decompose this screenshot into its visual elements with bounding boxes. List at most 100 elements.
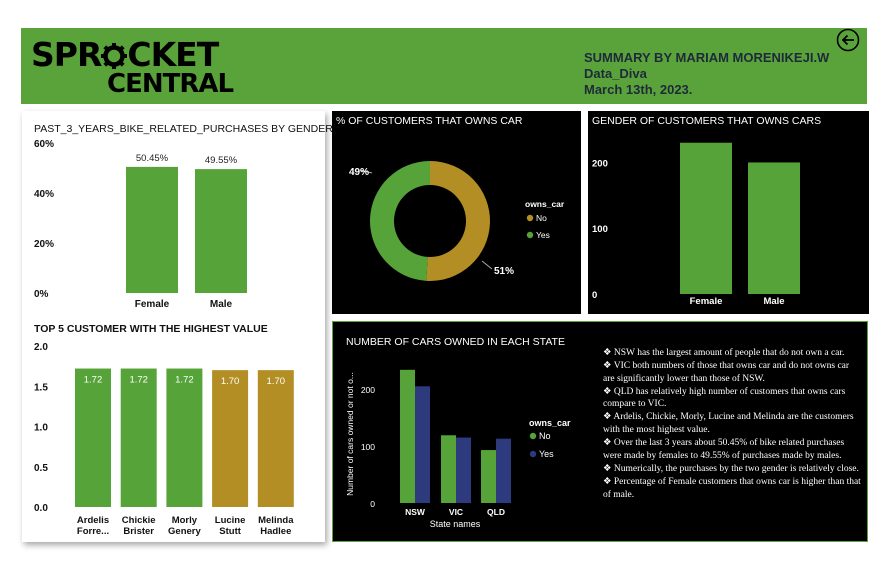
insight-note: ❖ Numerically, the purchases by the two … [603,463,859,474]
slice-label: 51% [494,266,514,277]
owns-car-donut-chart: 51% 49% owns_car No Yes [349,161,565,281]
x-tick-label: Female [690,296,723,307]
x-tick-label: VIC [449,507,463,517]
insight-note: ❖ Over the last 3 years about 50.45% of … [603,438,845,461]
x-tick-label: Hadlee [260,526,291,537]
bar [126,166,178,293]
summary-date: March 13th, 2023. [584,82,693,97]
logo-text-central: CENTRAL [107,69,234,99]
legend-title: owns_car [525,199,565,209]
summary-block: SUMMARY BY MARIAM MORENIKEJI.W Data_Diva… [584,50,829,98]
gender-cars-panel: GENDER OF CUSTOMERS THAT OWNS CARS 0 100 2… [588,111,869,314]
y-tick-label: 100 [361,442,375,452]
x-tick-label: Ardelis [77,515,109,526]
header-banner: SPR CKET CENTRAL SUMMARY BY MARIAM MORENI… [21,28,867,104]
logo-text-cket: CKET [127,35,219,74]
owns-car-title: % OF CUSTOMERS THAT OWNS CAR [336,115,523,127]
gender-purchases-title: PAST_3_YEARS_BIKE_RELATED_PURCHASES BY G… [34,123,333,135]
top-customers-title: TOP 5 CUSTOMER WITH THE HIGHEST VALUE [34,323,268,335]
x-tick-label: QLD [487,507,505,517]
y-tick-label: 200 [592,158,608,169]
insight-note: ❖ VIC both numbers of those that owns ca… [603,361,850,384]
back-arrow-icon[interactable] [836,28,860,52]
pie-slice [426,161,490,281]
sprocket-gear-icon [101,41,128,69]
x-tick-label: Brister [123,526,154,537]
bar [166,368,203,507]
data-label: 1.70 [267,376,286,387]
x-tick-label: NSW [405,507,426,517]
y-axis-label: Number of cars owned or not o... [345,372,355,496]
y-tick-label: 0.5 [34,463,48,474]
bar [680,142,732,294]
x-tick-label: Morly [172,515,198,526]
bar [415,386,430,503]
state-cars-panel: NUMBER OF CARS OWNED IN EACH STATE 0 100 2… [332,321,868,542]
summary-alias: Data_Diva [584,66,647,81]
x-tick-label: Lucine [215,515,246,526]
state-cars-title: NUMBER OF CARS OWNED IN EACH STATE [346,336,565,348]
bar [257,370,294,507]
y-tick-label: 0% [34,289,49,300]
insight-note: ❖ Ardelis, Chickie, Morly, Lucine and Me… [603,412,854,436]
legend-label: No [536,213,547,223]
x-tick-label: Male [210,299,233,310]
gender-cars-title: GENDER OF CUSTOMERS THAT OWNS CARS [592,115,822,127]
legend-label: Yes [536,230,550,240]
legend-title: owns_car [529,418,571,428]
insight-note: ❖ QLD has relatively high number of cust… [603,386,846,410]
y-tick-label: 200 [361,385,375,395]
bar [195,169,247,293]
bar [496,438,511,503]
data-label: 1.72 [84,375,103,386]
legend-marker [526,214,534,222]
legend-label: No [539,431,551,441]
y-tick-label: 0 [370,499,375,509]
y-tick-label: 1.0 [34,423,48,434]
data-label: 1.72 [129,375,148,386]
owns-car-panel: % OF CUSTOMERS THAT OWNS CAR 51% 49% owns_… [332,111,581,314]
bar [400,369,415,503]
insight-note: ❖ Percentage of Female customers that ow… [603,476,861,500]
state-cars-chart: 0 100 200 NSW VIC QLD State names Number of car… [345,369,571,529]
legend-marker [529,432,537,440]
bar [748,162,800,294]
leader-line [359,169,373,174]
bar [75,368,111,507]
bar [212,370,249,507]
data-label: 50.45% [136,153,169,164]
y-tick-label: 1.5 [34,382,48,393]
legend-marker [526,231,534,239]
y-tick-label: 60% [34,139,54,150]
bar [441,435,456,503]
data-label: 1.70 [221,376,240,387]
legend-marker [529,450,537,458]
y-tick-label: 0 [592,290,597,301]
x-tick-label: Stutt [219,526,241,537]
insight-note: ❖ NSW has the largest amount of people t… [603,348,845,358]
gender-purchases-chart: 0% 20% 40% 60% 50.45% Female 49.55% Male [34,139,247,310]
bar [120,368,157,507]
x-tick-label: Genery [168,526,201,537]
data-label: 49.55% [205,155,238,166]
slice-label: 49% [349,167,369,178]
pie-slice [369,161,430,281]
x-tick-label: Male [763,296,784,307]
summary-author: SUMMARY BY MARIAM MORENIKEJI.W [584,50,830,65]
left-panel: PAST_3_YEARS_BIKE_RELATED_PURCHASES BY G… [22,111,333,542]
bar [481,450,496,503]
x-tick-label: Melinda [258,515,294,526]
logo-text-spr: SPR [31,35,102,74]
legend-label: Yes [539,449,554,459]
y-tick-label: 40% [34,189,54,200]
y-tick-label: 20% [34,239,54,250]
bar [456,437,471,503]
y-tick-label: 2.0 [34,342,48,353]
x-tick-label: Forre... [77,526,109,537]
insights-notes: ❖ NSW has the largest amount of people t… [603,347,863,502]
data-label: 1.72 [175,375,194,386]
y-tick-label: 0.0 [34,503,48,514]
x-tick-label: Female [135,299,170,310]
sprocket-central-logo: SPR CKET CENTRAL [31,35,234,99]
